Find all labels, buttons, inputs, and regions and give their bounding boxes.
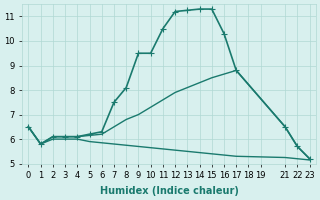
X-axis label: Humidex (Indice chaleur): Humidex (Indice chaleur)	[100, 186, 238, 196]
